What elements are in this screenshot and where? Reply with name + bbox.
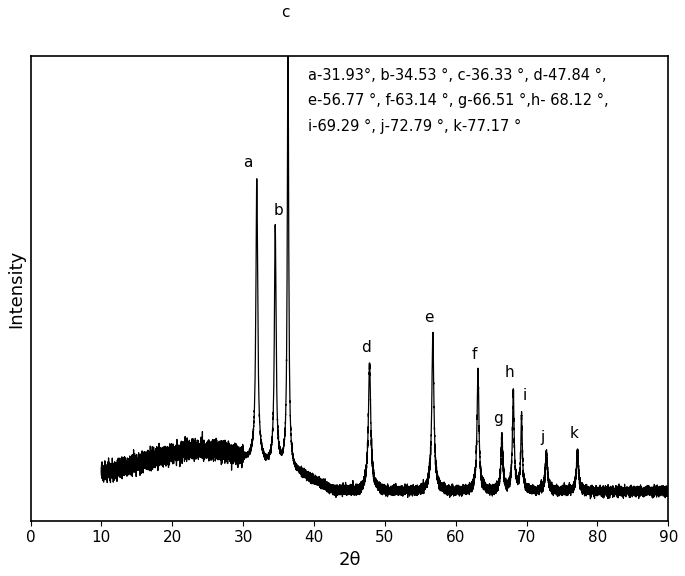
Y-axis label: Intensity: Intensity: [7, 249, 25, 328]
Text: e: e: [425, 310, 434, 325]
Text: b: b: [274, 203, 284, 218]
Text: k: k: [569, 426, 578, 441]
X-axis label: 2θ: 2θ: [338, 551, 361, 569]
Text: j: j: [540, 430, 545, 445]
Text: a: a: [244, 156, 253, 170]
Text: i: i: [523, 388, 527, 403]
Text: a-31.93°, b-34.53 °, c-36.33 °, d-47.84 °,
e-56.77 °, f-63.14 °, g-66.51 °,h- 68: a-31.93°, b-34.53 °, c-36.33 °, d-47.84 …: [308, 68, 608, 134]
Text: h: h: [505, 365, 514, 380]
Text: f: f: [472, 347, 477, 362]
Text: c: c: [282, 5, 290, 20]
Text: d: d: [361, 340, 371, 355]
Text: g: g: [493, 411, 503, 426]
